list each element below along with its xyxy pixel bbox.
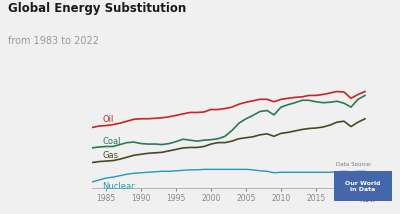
Text: Our World
in Data: Our World in Data [345, 181, 381, 192]
Text: Oil: Oil [102, 115, 114, 124]
Text: from 1983 to 2022: from 1983 to 2022 [8, 36, 99, 46]
Text: Global Energy Substitution: Global Energy Substitution [8, 2, 186, 15]
Text: Gas: Gas [102, 151, 118, 160]
Text: Data Source:: Data Source: [336, 162, 372, 167]
Text: Now: Now [359, 195, 376, 204]
Text: Nuclear: Nuclear [102, 183, 135, 192]
Text: Coal: Coal [102, 137, 121, 146]
